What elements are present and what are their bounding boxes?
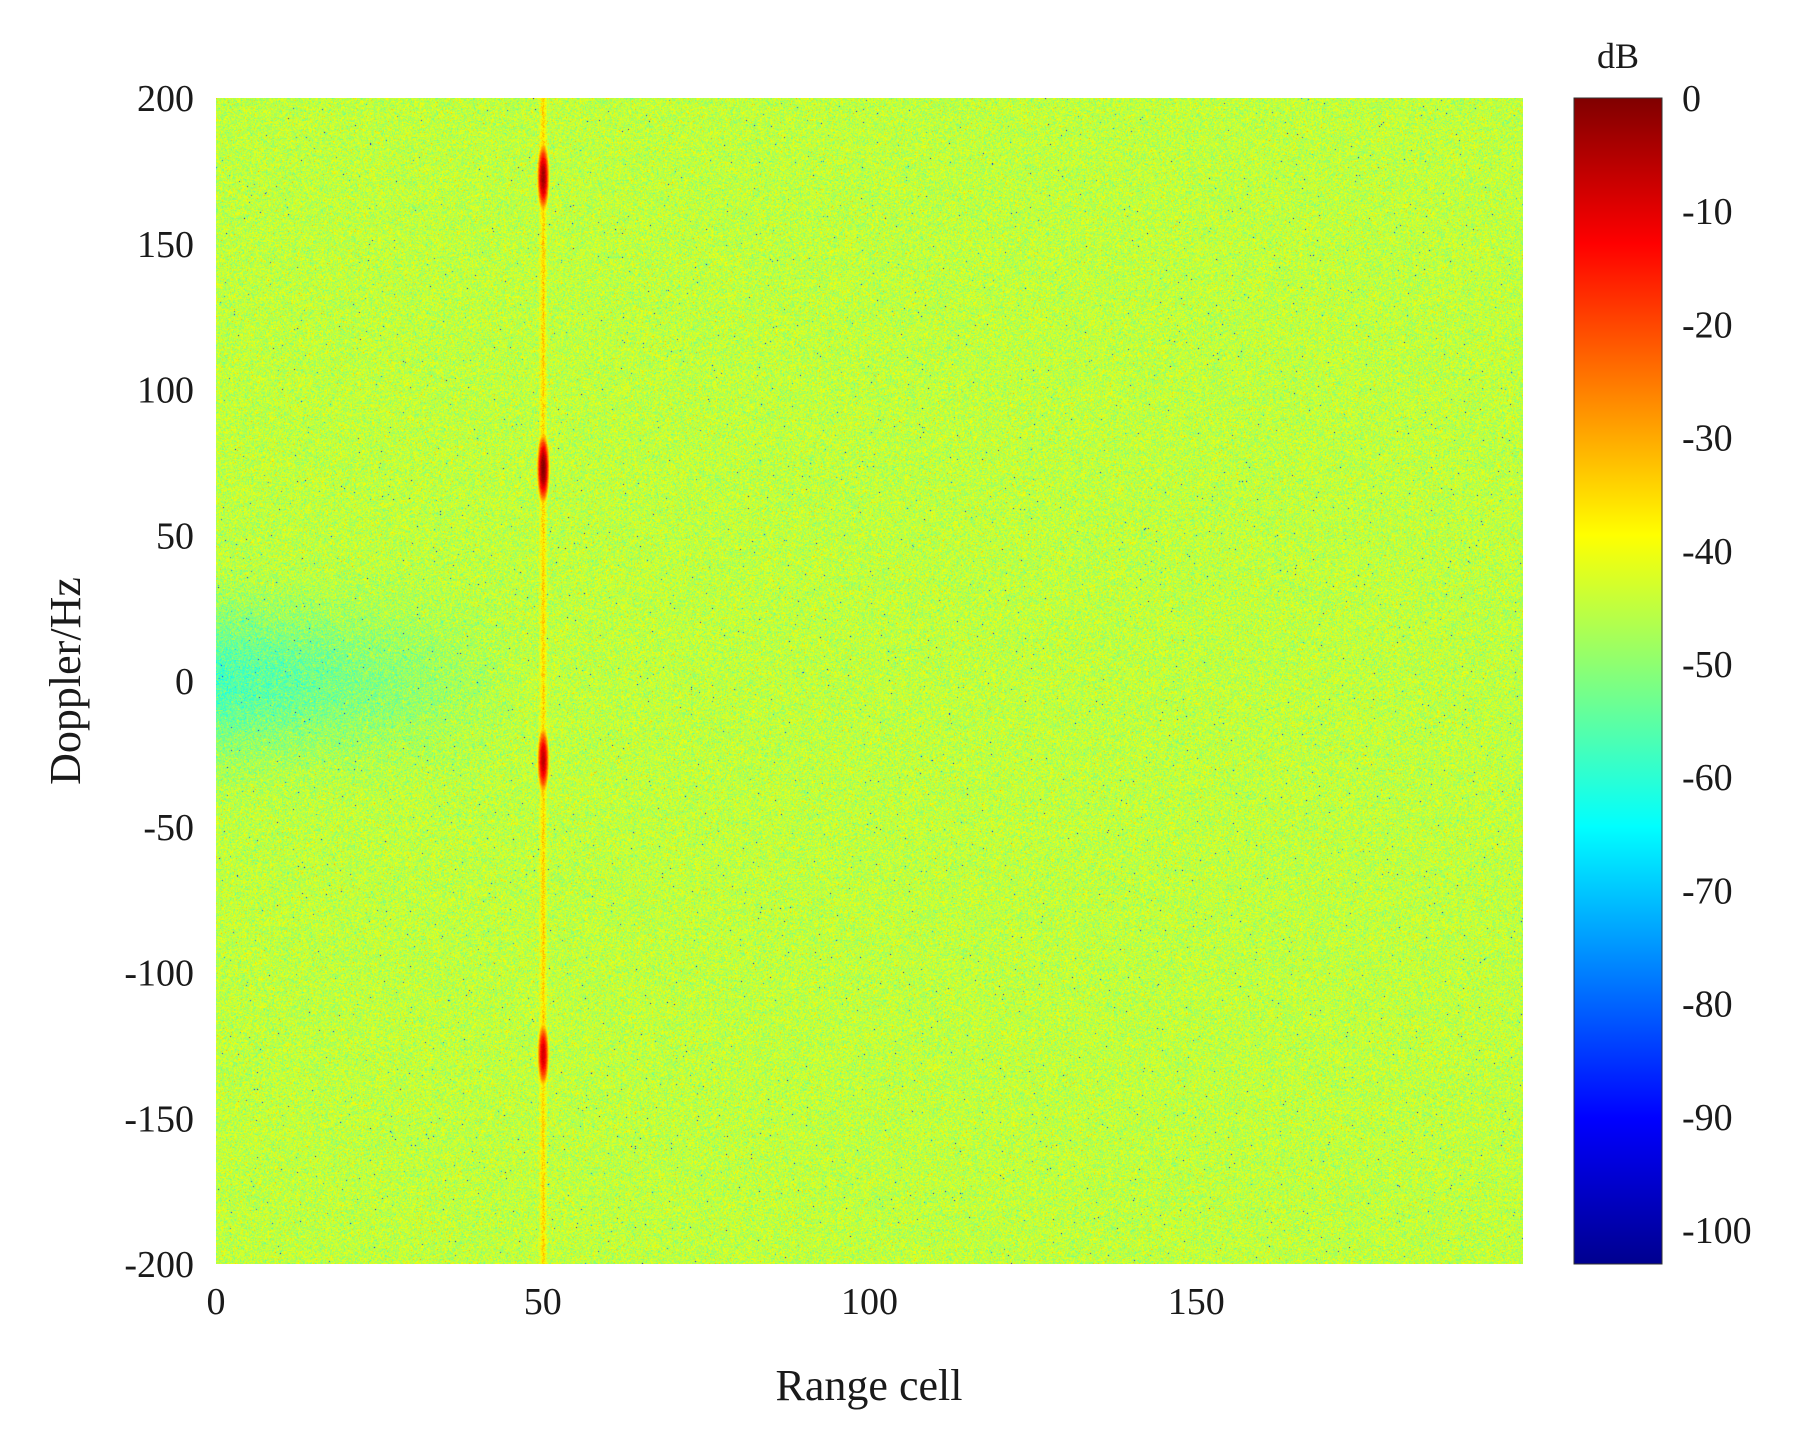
x-tick-label: 50 xyxy=(524,1281,562,1323)
y-tick-label: 100 xyxy=(137,370,194,412)
colorbar-tick-label: -100 xyxy=(1682,1210,1752,1252)
y-axis-title: Doppler/Hz xyxy=(41,577,90,785)
x-axis-title: Range cell xyxy=(776,1361,963,1410)
heatmap-plot-area xyxy=(216,98,1523,1264)
y-tick-label: 50 xyxy=(156,515,194,557)
colorbar xyxy=(1573,97,1663,1265)
colorbar-tick-label: -10 xyxy=(1682,191,1733,233)
x-tick-label: 0 xyxy=(207,1281,226,1323)
y-tick-label: -150 xyxy=(124,1098,194,1140)
y-tick-label: 0 xyxy=(175,661,194,703)
y-tick-label: 200 xyxy=(137,78,194,120)
colorbar-unit-label: dB xyxy=(1597,36,1639,76)
colorbar-tick-label: -70 xyxy=(1682,870,1733,912)
x-tick-label: 150 xyxy=(1168,1281,1225,1323)
x-axis-ticks: 0 50 100 150 xyxy=(207,1281,1225,1323)
colorbar-tick-label: -80 xyxy=(1682,984,1733,1026)
colorbar-tick-label: -40 xyxy=(1682,531,1733,573)
y-tick-label: -200 xyxy=(124,1244,194,1286)
y-tick-label: -50 xyxy=(143,807,194,849)
y-axis-ticks: 200 150 100 50 0 -50 -100 -150 -200 xyxy=(124,78,194,1286)
colorbar-tick-label: -60 xyxy=(1682,757,1733,799)
x-tick-label: 100 xyxy=(841,1281,898,1323)
y-tick-label: 150 xyxy=(137,224,194,266)
colorbar-ticks: 0 -10 -20 -30 -40 -50 -60 -70 -80 -90 -100 xyxy=(1574,78,1752,1252)
colorbar-tick-label: -90 xyxy=(1682,1097,1733,1139)
colorbar-tick-label: -20 xyxy=(1682,304,1733,346)
y-tick-label: -100 xyxy=(124,953,194,995)
colorbar-tick-label: -50 xyxy=(1682,644,1733,686)
colorbar-tick-label: 0 xyxy=(1682,78,1701,120)
colorbar-tick-label: -30 xyxy=(1682,418,1733,460)
